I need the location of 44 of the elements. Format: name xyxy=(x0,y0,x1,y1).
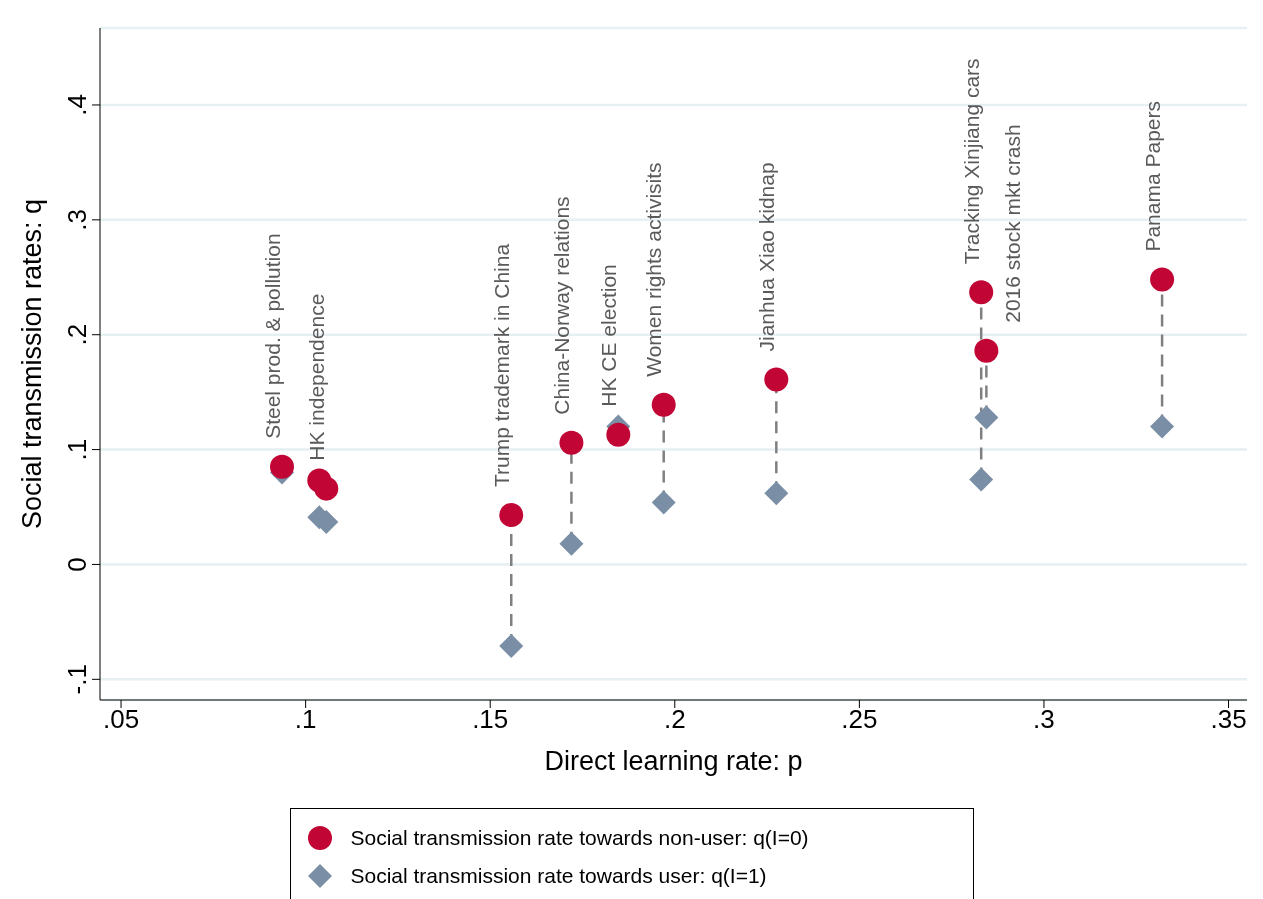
y-tick-label: .3 xyxy=(62,208,92,231)
x-tick-label: .35 xyxy=(1210,704,1247,735)
y-tick-label: .2 xyxy=(62,323,92,346)
y-tick-label: 0 xyxy=(62,557,92,572)
x-tick-label: .25 xyxy=(841,704,878,735)
point xyxy=(1150,414,1175,439)
x-tick-label: .3 xyxy=(1033,704,1055,735)
point xyxy=(764,367,789,392)
annotation: HK independence xyxy=(304,293,328,461)
point xyxy=(559,430,584,455)
point xyxy=(974,338,999,363)
point xyxy=(651,490,676,515)
legend-label: Social transmission rate towards non-user: q(I=0) xyxy=(350,826,809,850)
x-tick-label: .05 xyxy=(102,704,140,735)
y-tick-label: -.1 xyxy=(62,664,92,695)
x-tick-label: .2 xyxy=(663,704,686,735)
point xyxy=(974,405,999,430)
x-axis-title: Direct learning rate: p xyxy=(544,746,803,776)
y-tick-label: .4 xyxy=(62,94,92,116)
point xyxy=(499,503,524,528)
annotation: Steel prod. & pollution xyxy=(260,233,284,439)
annotation: Trump trademark in China xyxy=(489,243,513,488)
annotation: Panama Papers xyxy=(1140,100,1164,252)
point xyxy=(969,280,994,305)
x-tick-label: .1 xyxy=(294,704,317,735)
point xyxy=(1150,267,1175,292)
point xyxy=(314,476,339,501)
legend-label: Social transmission rate towards user: q(I=1) xyxy=(350,864,767,888)
annotation: Women rights activisits xyxy=(642,162,666,377)
annotation: 2016 stock mkt crash xyxy=(1000,124,1024,323)
point xyxy=(499,634,524,659)
y-tick-label: .1 xyxy=(62,438,92,461)
annotation: Jianhua Xiao kidnap xyxy=(754,162,778,352)
annotation: Tracking Xinjiang cars xyxy=(959,58,983,265)
annotation: China-Norway relations xyxy=(549,196,573,415)
point xyxy=(559,531,584,556)
y-axis-title: Social transmission rates: q xyxy=(17,198,48,530)
x-tick-label: .15 xyxy=(472,704,509,735)
point xyxy=(969,467,994,492)
point xyxy=(606,422,631,447)
point xyxy=(764,481,789,506)
point xyxy=(270,454,294,479)
point xyxy=(651,392,676,417)
annotation: HK CE election xyxy=(596,264,620,407)
